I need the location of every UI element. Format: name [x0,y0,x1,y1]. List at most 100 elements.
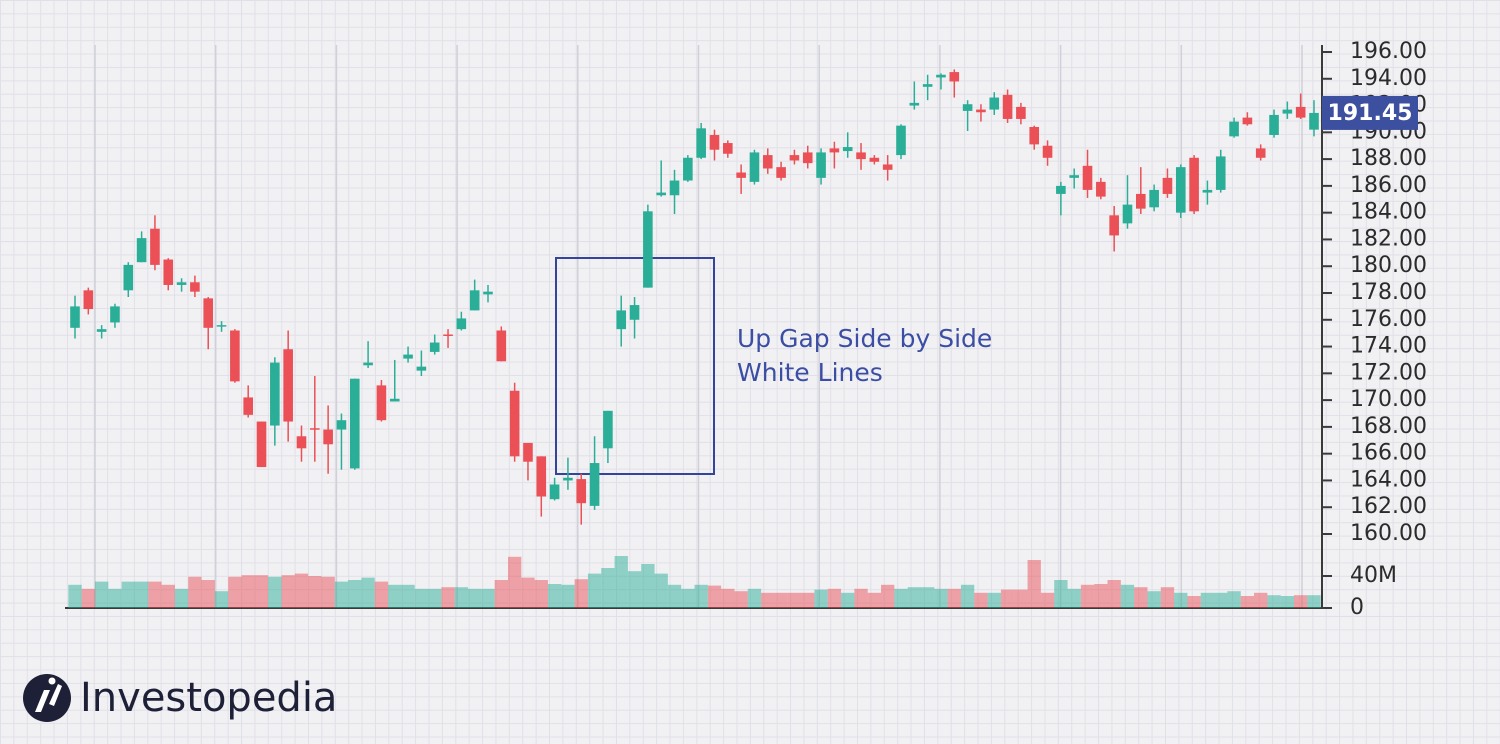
volume-bar [334,581,349,608]
volume-bar [441,587,455,608]
volume-bar [1214,592,1228,608]
candle-body [110,306,120,323]
volume-bar [81,588,95,608]
candle-body [856,152,866,160]
volume-bar [1107,580,1121,608]
candle-body [736,172,746,178]
annotation: Up Gap Side by Side [737,324,992,353]
candle-body [1162,177,1173,194]
volume-bar [1174,592,1188,608]
y-tick-label: 188.00 [1350,146,1427,171]
y-tick-label: 166.00 [1350,441,1427,466]
candle-body [1295,106,1306,118]
candle-body [842,147,853,152]
y-tick-label: 196.00 [1350,39,1427,64]
candle-body [749,152,760,182]
volume-bar [454,587,469,608]
candle-body [896,125,906,156]
candle-body [1282,109,1293,114]
volume-bar [1307,595,1321,608]
candle-body [762,155,773,169]
candle-body [163,259,174,285]
candle-body [709,135,720,150]
candle-body [496,330,507,362]
volume-bar [1080,584,1095,608]
candle-body [1269,114,1279,136]
candle-body [483,291,493,295]
candle-body [656,192,666,196]
candle-body [616,310,627,330]
volume-bar [188,576,202,608]
logo-mark [23,674,71,722]
volume-tick-label: 40M [1350,563,1397,588]
candle-body [296,436,307,449]
volume-bar [934,588,948,608]
candle-body [376,385,387,421]
volume-bar [654,573,668,608]
volume-bar [881,584,895,608]
y-tick-label: 180.00 [1350,253,1427,278]
volume-bar [681,588,695,608]
volume-bar [1267,595,1281,608]
volume-bar [561,584,575,608]
volume-bar [161,584,175,608]
volume-bar [214,591,229,608]
volume-bar [761,592,775,608]
volume-bar [641,564,655,608]
candle-body [469,290,480,311]
candle-body [1056,185,1066,194]
y-tick-label: 162.00 [1350,494,1427,519]
candle-body [643,211,653,288]
volume-bar [601,568,615,608]
y-tick-label: 178.00 [1350,280,1427,305]
candle-body [1029,126,1040,145]
volume-bar [734,591,748,608]
candle-body [563,477,573,481]
volume-bar [814,589,828,608]
candle-body [150,228,160,265]
volume-bar [281,575,295,608]
logo-dot [48,677,56,685]
candle-body [349,378,360,469]
volume-bar [268,576,282,608]
volume-bar [507,556,522,608]
candle-body [869,157,880,162]
candle-body [1016,106,1026,119]
volume-bar [827,588,842,608]
candle-body [256,421,267,468]
candle-body [416,366,427,371]
candle-body [882,164,893,170]
y-tick-label: 176.00 [1350,307,1427,332]
candle-body [243,397,253,415]
volume-bar [534,580,548,608]
y-tick-label: 184.00 [1350,200,1427,225]
volume-bar [841,592,855,608]
candle-body [1215,156,1226,190]
volume-bar [960,584,975,608]
candle-body [363,362,373,366]
candle-body [1096,181,1106,197]
candle-body [456,318,467,330]
annotation: White Lines [737,358,883,387]
volume-bar [68,584,82,608]
candle-body [270,362,280,426]
volume-bar [801,592,815,608]
volume-bar [667,584,682,608]
candle-body [683,157,693,181]
candle-body [802,152,813,164]
y-tick-label: 182.00 [1350,226,1427,251]
volume-bar [867,592,882,608]
volume-bar [974,592,988,608]
candle-body [176,282,187,285]
volume-bar [228,576,242,608]
candle-body [776,167,786,178]
candle-body [1229,121,1239,137]
y-tick-label: 174.00 [1350,334,1427,359]
candle-body [1149,189,1159,208]
candle-body [283,349,293,422]
volume-bar [1254,592,1268,608]
volume-bar [627,571,642,608]
volume-bar [414,588,429,608]
candle-body [429,342,440,352]
candle-body [909,102,920,106]
